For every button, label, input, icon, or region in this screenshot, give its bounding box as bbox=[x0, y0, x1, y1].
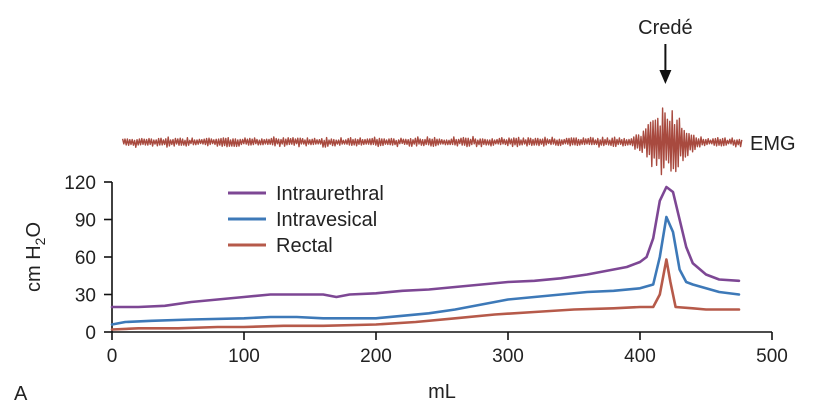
y-axis-title-suffix: O bbox=[23, 222, 45, 238]
x-ticks: 0 100 200 300 400 500 bbox=[107, 332, 788, 367]
y-ticks: 0 30 60 90 120 bbox=[64, 173, 112, 344]
legend: Intraurethral Intravesical Rectal bbox=[228, 183, 384, 257]
series-line-rectal bbox=[110, 258, 741, 331]
legend-label-intraurethral: Intraurethral bbox=[276, 183, 384, 205]
y-tick-label: 60 bbox=[75, 248, 96, 269]
y-axis-title-prefix: cm H bbox=[23, 245, 45, 292]
x-tick-label: 500 bbox=[756, 346, 788, 367]
x-tick-label: 300 bbox=[492, 346, 524, 367]
y-axis-title-subscript: 2 bbox=[32, 237, 48, 245]
emg-trace bbox=[121, 107, 743, 176]
crede-label: Credé bbox=[638, 17, 692, 39]
x-tick-label: 100 bbox=[228, 346, 260, 367]
legend-label-intravesical: Intravesical bbox=[276, 209, 377, 231]
series-line-intraurethral bbox=[110, 185, 741, 309]
series-lines bbox=[110, 185, 741, 331]
panel-label: A bbox=[14, 383, 28, 405]
x-tick-label: 0 bbox=[107, 346, 118, 367]
series-line-intravesical bbox=[110, 215, 741, 326]
y-tick-label: 0 bbox=[85, 323, 96, 344]
crede-arrow-head bbox=[659, 70, 672, 84]
emg-label: EMG bbox=[750, 133, 796, 155]
x-tick-label: 400 bbox=[624, 346, 656, 367]
y-tick-label: 30 bbox=[75, 286, 96, 307]
legend-label-rectal: Rectal bbox=[276, 235, 333, 257]
y-tick-label: 90 bbox=[75, 211, 96, 232]
x-tick-label: 200 bbox=[360, 346, 392, 367]
x-axis-title: mL bbox=[428, 381, 456, 403]
y-tick-label: 120 bbox=[64, 173, 96, 194]
y-axis-title: cm H2O bbox=[23, 222, 48, 292]
